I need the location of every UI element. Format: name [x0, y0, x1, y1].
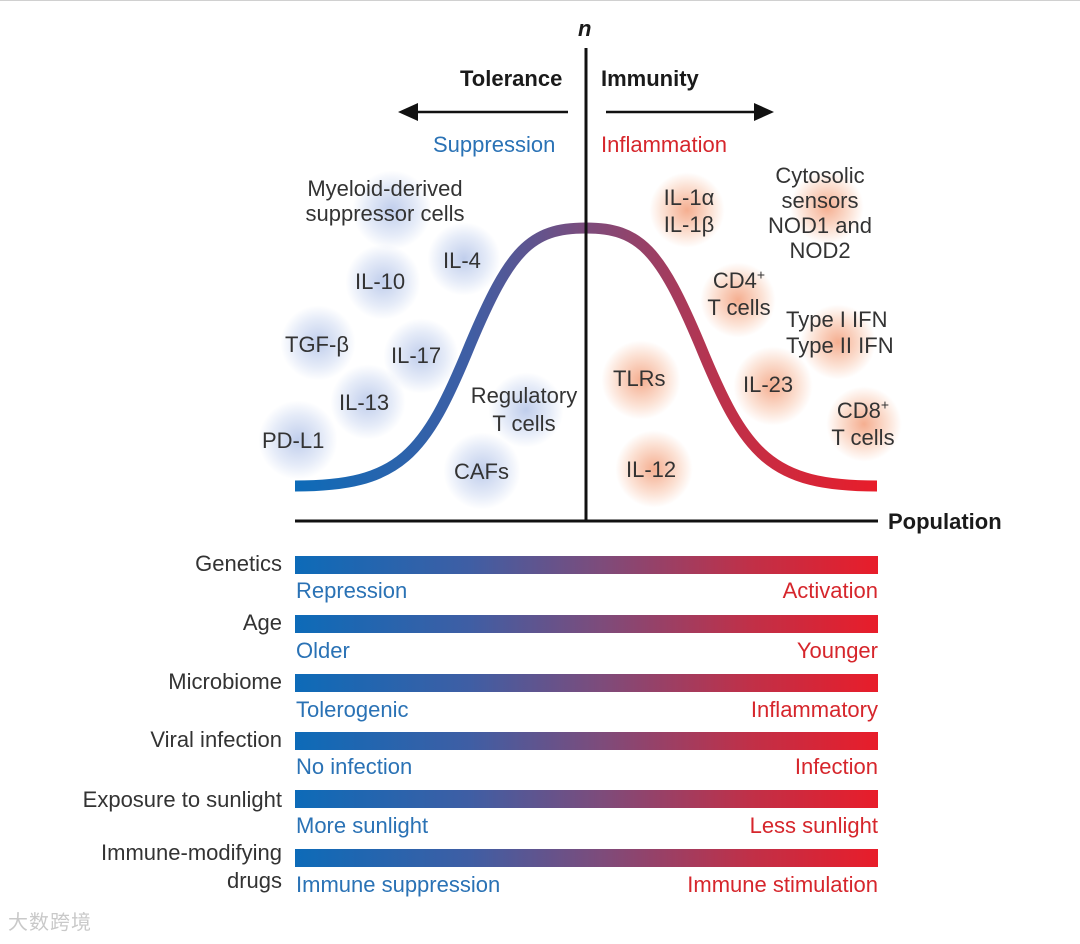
cd4-glow	[700, 262, 776, 338]
il4-label: IL-4	[443, 248, 481, 273]
factor-name: Exposure to sunlight	[82, 787, 282, 812]
factor-right-label: Activation	[782, 578, 878, 603]
il12-label: IL-12	[626, 457, 677, 482]
factor-right-label: Inflammatory	[750, 697, 878, 722]
suppression-label: Suppression	[433, 132, 556, 157]
treg-glow	[488, 372, 564, 448]
top-rule	[0, 0, 1080, 1]
factor-left-label: Repression	[296, 578, 408, 603]
factor-bar	[295, 732, 878, 750]
factor-name: Microbiome	[168, 669, 282, 694]
immunity-label: Immunity	[601, 66, 699, 91]
cytosolic-glow	[790, 170, 864, 244]
factor-name: Age	[242, 610, 282, 635]
il10-glow	[345, 244, 421, 320]
ifn-glow	[800, 304, 876, 380]
il23-glow	[733, 346, 813, 426]
factor-left-label: Tolerogenic	[296, 697, 409, 722]
factor-left-label: Immune suppression	[296, 872, 501, 897]
tgfb-glow	[280, 305, 356, 381]
factor-bar	[295, 790, 878, 808]
x-axis-label: Population	[888, 509, 1002, 534]
il1-label: IL-1α IL-1β	[663, 185, 715, 237]
factor-name: Immune-modifying drugs	[101, 840, 282, 893]
factor-right-label: Infection	[794, 754, 878, 779]
distribution-plot	[294, 48, 878, 523]
cd8-label: CD8+ T cells	[831, 396, 895, 450]
cafs-glow	[443, 432, 521, 510]
factor-bar	[295, 674, 878, 692]
factor-name: Genetics	[195, 551, 282, 576]
mdsc-label: Myeloid-derived suppressor cells	[305, 176, 465, 226]
il12-glow	[615, 430, 693, 508]
il17-label: IL-17	[391, 343, 442, 368]
tlrs-glow	[601, 340, 681, 420]
pdl1-glow	[258, 400, 338, 480]
il23-label: IL-23	[743, 372, 794, 397]
factor-bar	[295, 849, 878, 867]
factor-right-label: Less sunlight	[749, 813, 878, 838]
tgfb-label: TGF-β	[285, 332, 349, 357]
watermark-logo: 大数跨境	[8, 910, 92, 934]
mdsc-glow	[352, 170, 432, 250]
right-arrow	[606, 103, 774, 121]
ifn-label: Type I IFN Type II IFN	[786, 307, 894, 358]
il13-label: IL-13	[339, 390, 390, 415]
y-axis-label: n	[578, 16, 592, 41]
factor-name: Viral infection	[150, 727, 282, 752]
factor-bar	[295, 615, 878, 633]
cafs-label: CAFs	[454, 459, 509, 484]
il1-glow	[649, 172, 725, 248]
treg-label: Regulatory T cells	[470, 383, 578, 436]
tolerance-label: Tolerance	[460, 66, 563, 91]
cd8-glow	[826, 386, 902, 462]
left-arrow	[398, 103, 568, 121]
factor-right-label: Immune stimulation	[687, 872, 878, 897]
tlrs-label: TLRs	[613, 366, 666, 391]
inflammation-label: Inflammation	[601, 132, 727, 157]
factor-left-label: Older	[296, 638, 350, 663]
cytosolic-sensors-label: Cytosolic sensors NOD1 and NOD2	[768, 163, 872, 263]
factor-left-label: More sunlight	[296, 813, 429, 838]
il10-label: IL-10	[355, 269, 406, 294]
cd4-label: CD4+ T cells	[707, 266, 771, 320]
il13-glow	[330, 364, 406, 440]
factor-right-label: Younger	[796, 638, 878, 663]
il4-glow	[427, 222, 501, 296]
factor-bar	[295, 556, 878, 574]
factor-left-label: No infection	[296, 754, 413, 779]
pdl1-label: PD-L1	[262, 428, 325, 453]
